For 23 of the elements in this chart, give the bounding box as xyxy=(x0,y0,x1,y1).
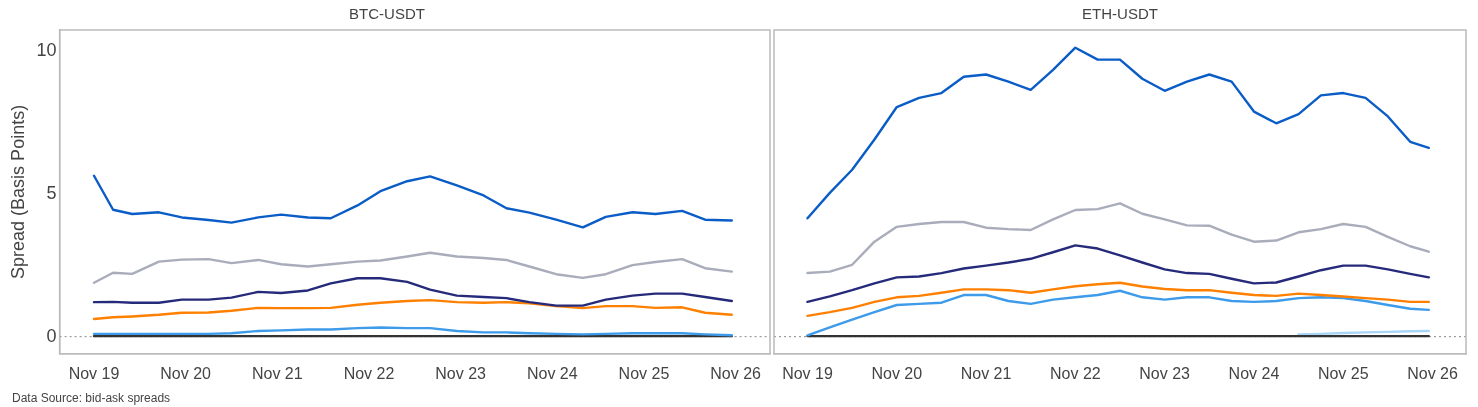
x-tick-label: Nov 26 xyxy=(710,364,762,382)
x-tick-label: Nov 26 xyxy=(1407,364,1458,382)
x-tick-label: Nov 24 xyxy=(526,364,578,382)
y-tick-label: 0 xyxy=(46,325,57,346)
chart-title: BTC-USDT xyxy=(349,5,425,23)
x-tick-label: Nov 24 xyxy=(1228,364,1280,382)
source-note: Data Source: bid-ask spreads xyxy=(12,391,171,406)
x-tick-label: Nov 19 xyxy=(68,364,120,382)
x-tick-label: Nov 25 xyxy=(1317,364,1369,382)
x-tick-label: Nov 21 xyxy=(960,364,1012,382)
x-tick-label: Nov 19 xyxy=(782,364,833,382)
x-tick-label: Nov 21 xyxy=(251,364,303,382)
x-tick-label: Nov 23 xyxy=(435,364,487,382)
x-tick-label: Nov 20 xyxy=(871,364,923,382)
x-tick-label: Nov 20 xyxy=(160,364,212,382)
x-tick-label: Nov 22 xyxy=(343,364,395,382)
x-tick-label: Nov 25 xyxy=(618,364,670,382)
x-tick-label: Nov 22 xyxy=(1050,364,1101,382)
y-axis-title: Spread (Basis Points) xyxy=(7,104,28,279)
y-tick-label: 10 xyxy=(36,40,57,61)
x-tick-label: Nov 23 xyxy=(1139,364,1191,382)
chart-title: ETH-USDT xyxy=(1082,5,1158,23)
y-tick-label: 5 xyxy=(46,183,57,204)
